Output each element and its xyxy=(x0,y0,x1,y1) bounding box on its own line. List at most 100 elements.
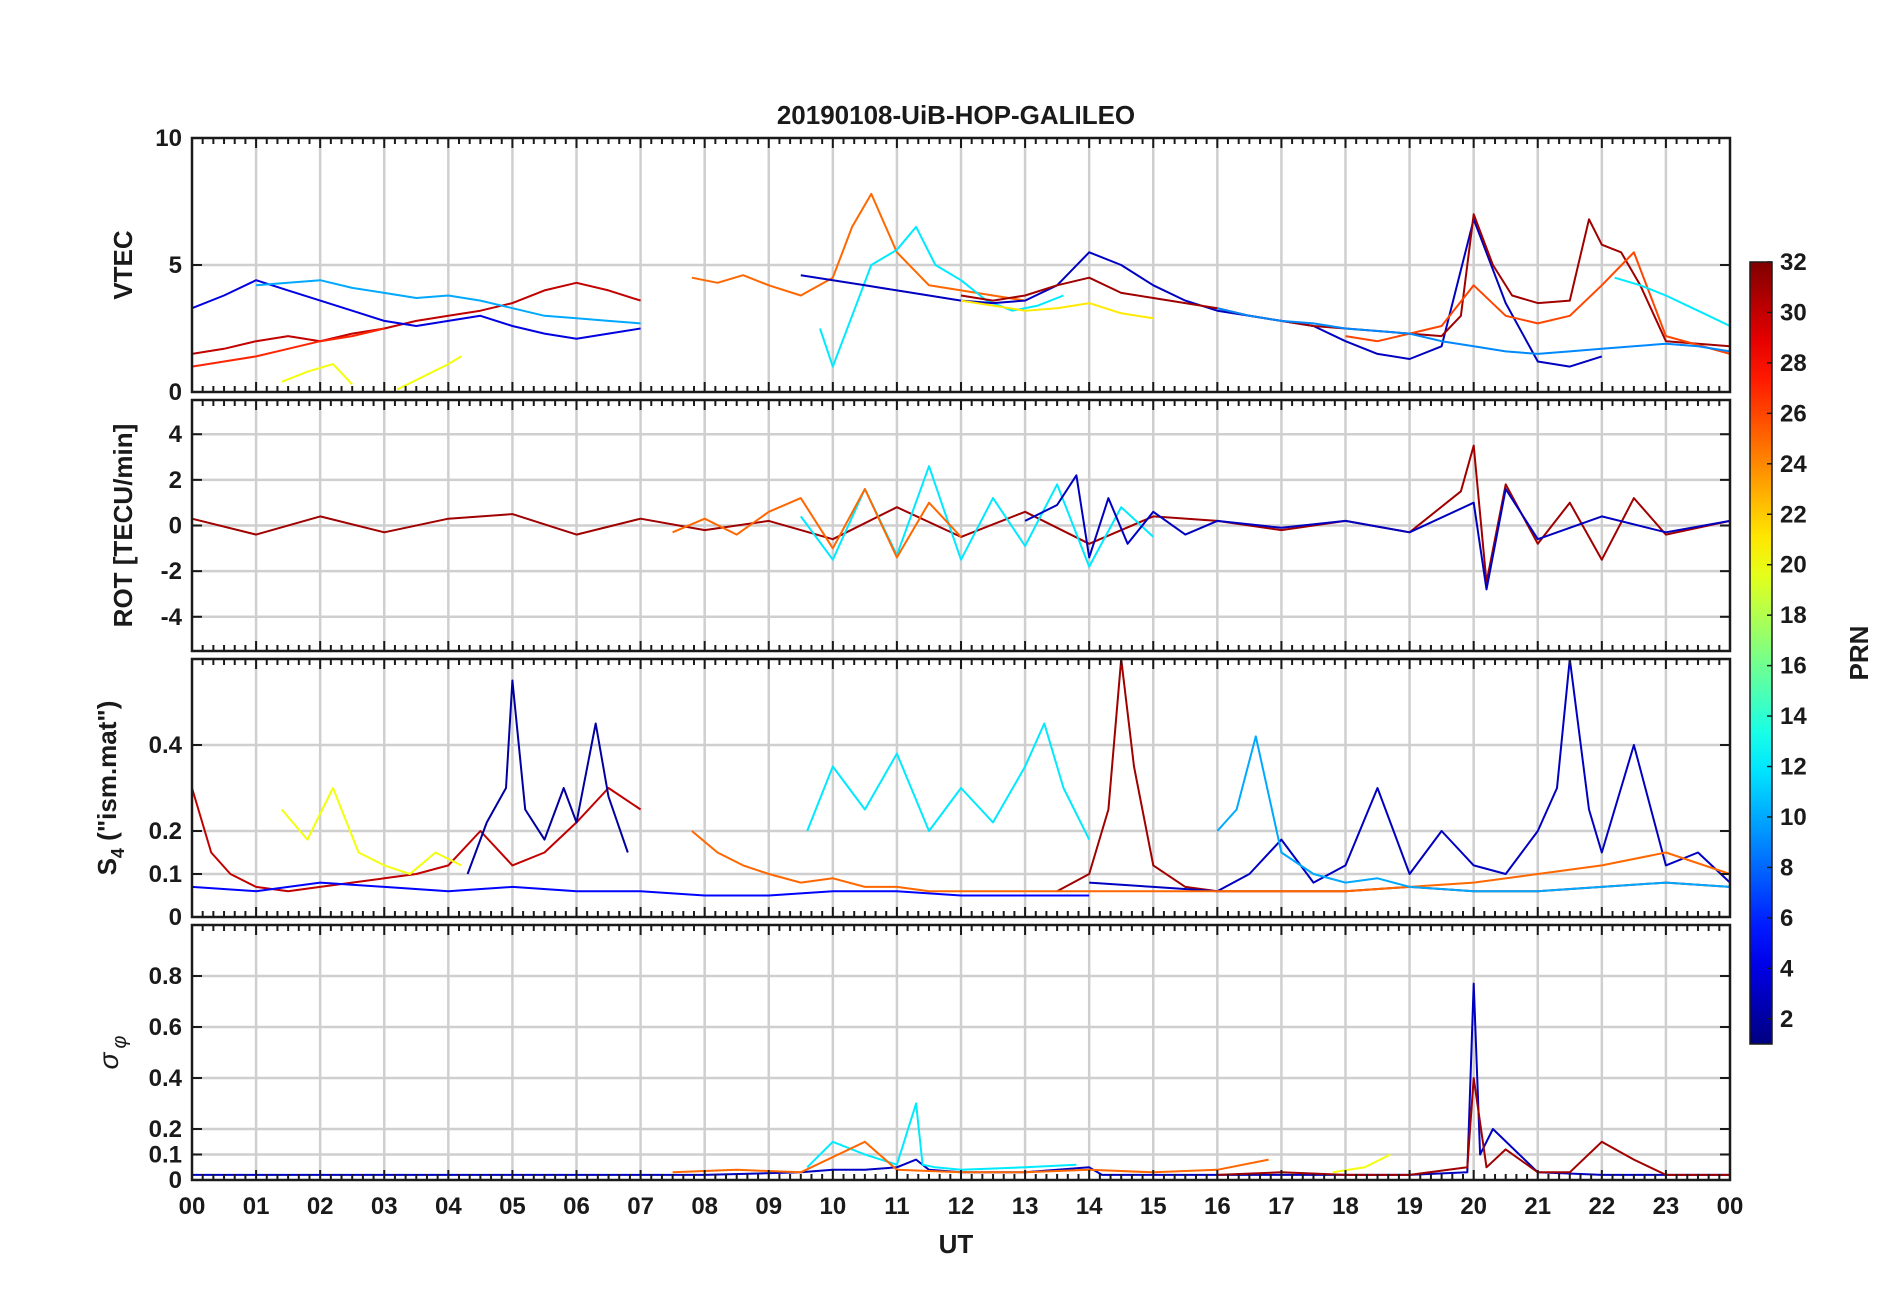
colorbar-tick-label: 18 xyxy=(1780,602,1807,629)
y-tick-label: 0 xyxy=(169,513,182,540)
y-tick-label: 0.6 xyxy=(149,1014,182,1041)
series-prn-12 xyxy=(1614,276,1731,327)
x-tick-label: 18 xyxy=(1332,1193,1359,1220)
x-tick-label: 12 xyxy=(948,1193,975,1220)
series-prn-30 xyxy=(191,787,642,893)
series-prn-12 xyxy=(806,722,1091,841)
colorbar-tick-label: 20 xyxy=(1780,552,1807,579)
x-tick-label: 14 xyxy=(1076,1193,1103,1220)
x-tick-label: 02 xyxy=(307,1193,334,1220)
y-tick-label: 0.4 xyxy=(149,732,183,759)
panel-sigphi: 00.10.2 0.4 0.6 0.8 σφ xyxy=(93,923,1732,1194)
y-tick-label: 0 xyxy=(169,379,182,406)
panel-frame xyxy=(190,398,1732,653)
x-tick-label: 05 xyxy=(499,1193,526,1220)
y-tick-label: 0.1 xyxy=(149,861,182,888)
x-axis-label: UT xyxy=(939,1229,974,1259)
x-tick-labels: 00 01 02 03 04 05 06 07 08 09 10 11 12 13 14 15 16 17 18 19… xyxy=(179,1193,1744,1220)
series-prn-3 xyxy=(1089,658,1731,893)
series-prn-9 xyxy=(1217,307,1731,355)
y-tick-label: 0.2 xyxy=(149,1116,182,1143)
colorbar-tick-label: 30 xyxy=(1780,299,1807,326)
series-prn-3 xyxy=(1024,474,1731,591)
series-prn-10 xyxy=(256,279,641,325)
y-tick-label: 4 xyxy=(169,421,183,448)
x-tick-label: 15 xyxy=(1140,1193,1167,1220)
y-axis-label-vtec: VTEC xyxy=(108,230,138,300)
colorbar-tick-label: 28 xyxy=(1780,350,1807,377)
panel-frame xyxy=(190,136,1732,394)
x-tick-label: 19 xyxy=(1396,1193,1423,1220)
y-tick-label: 5 xyxy=(169,252,182,279)
y-tick-label: 0.2 xyxy=(149,818,182,845)
series-prn-20 xyxy=(280,787,462,875)
colorbar-tick-label: 2 xyxy=(1780,1006,1793,1033)
x-tick-label: 00 xyxy=(179,1193,206,1220)
series-prn-27 xyxy=(191,327,385,368)
series-prn-10 xyxy=(1216,735,1731,893)
x-tick-label: 03 xyxy=(371,1193,398,1220)
panel-frame xyxy=(190,923,1732,1182)
series-prn-20 xyxy=(1332,1153,1391,1174)
series-prn-20 xyxy=(281,363,353,386)
series-prn-25 xyxy=(691,830,1731,893)
series-prn-21 xyxy=(960,299,1154,320)
x-tick-label: 23 xyxy=(1653,1193,1680,1220)
colorbar-tick-label: 8 xyxy=(1780,854,1793,881)
panel-rot: -4 -2 0 2 4 ROT [TECU/min] xyxy=(108,398,1732,653)
colorbar-gradient xyxy=(1749,261,1773,1045)
colorbar-tick-label: 4 xyxy=(1780,955,1794,982)
x-tick-label: 07 xyxy=(627,1193,654,1220)
series-prn-25 xyxy=(691,192,1026,302)
x-tick-label: 00 xyxy=(1717,1193,1744,1220)
x-tick-label: 08 xyxy=(691,1193,718,1220)
y-tick-label: -2 xyxy=(161,558,182,585)
colorbar-tick-label: 6 xyxy=(1780,905,1793,932)
x-tick-label: 11 xyxy=(884,1193,909,1220)
series-prn-5 xyxy=(191,881,1090,897)
colorbar-tick-label: 14 xyxy=(1780,703,1807,730)
y-tick-label: -4 xyxy=(161,604,183,631)
x-tick-label: 13 xyxy=(1012,1193,1039,1220)
y-tick-label: 0.1 xyxy=(149,1142,182,1169)
x-tick-label: 20 xyxy=(1460,1193,1487,1220)
y-tick-label: 2 xyxy=(169,467,182,494)
y-tick-label: 0 xyxy=(169,904,182,931)
y-axis-label-sigphi: σφ xyxy=(93,1036,131,1070)
y-tick-label: 10 xyxy=(155,125,182,152)
colorbar-tick-label: 24 xyxy=(1780,451,1807,478)
colorbar-tick-label: 22 xyxy=(1780,501,1807,528)
colorbar-tick-label: 10 xyxy=(1780,804,1807,831)
y-tick-label: 0 xyxy=(169,1167,182,1194)
series-prn-12 xyxy=(806,1102,1077,1171)
y-axis-label-rot: ROT [TECU/min] xyxy=(108,424,138,628)
panel-s4: 0 0.1 0.2 0.4 S4 ("ism.mat") xyxy=(92,657,1732,931)
colorbar-tick-label: 32 xyxy=(1780,249,1807,276)
series-prn-26 xyxy=(1345,251,1731,355)
y-tick-label: 0.8 xyxy=(149,963,182,990)
chart-title: 20190108-UiB-HOP-GALILEO xyxy=(777,100,1135,130)
x-tick-label: 06 xyxy=(563,1193,590,1220)
colorbar-tick-label: 16 xyxy=(1780,653,1807,680)
x-tick-label: 04 xyxy=(435,1193,462,1220)
series-prn-2 xyxy=(466,679,629,875)
panel-frame xyxy=(190,657,1732,919)
x-tick-label: 09 xyxy=(755,1193,782,1220)
x-tick-label: 10 xyxy=(819,1193,846,1220)
x-tick-label: 22 xyxy=(1588,1193,1615,1220)
colorbar-tick-label: 12 xyxy=(1780,754,1807,781)
series-prn-30 xyxy=(191,281,641,355)
y-axis-label-s4: S4 ("ism.mat") xyxy=(92,701,128,876)
series-prn-20 xyxy=(396,355,462,391)
colorbar-tick-label: 26 xyxy=(1780,400,1807,427)
y-tick-label: 0.4 xyxy=(149,1065,183,1092)
series-prn-25 xyxy=(672,488,962,559)
x-tick-label: 16 xyxy=(1204,1193,1231,1220)
series-prn-3 xyxy=(192,982,1730,1176)
x-tick-label: 01 xyxy=(243,1193,270,1220)
x-tick-label: 21 xyxy=(1524,1193,1551,1220)
panel-vtec: 0 5 10 VTEC xyxy=(108,125,1732,406)
